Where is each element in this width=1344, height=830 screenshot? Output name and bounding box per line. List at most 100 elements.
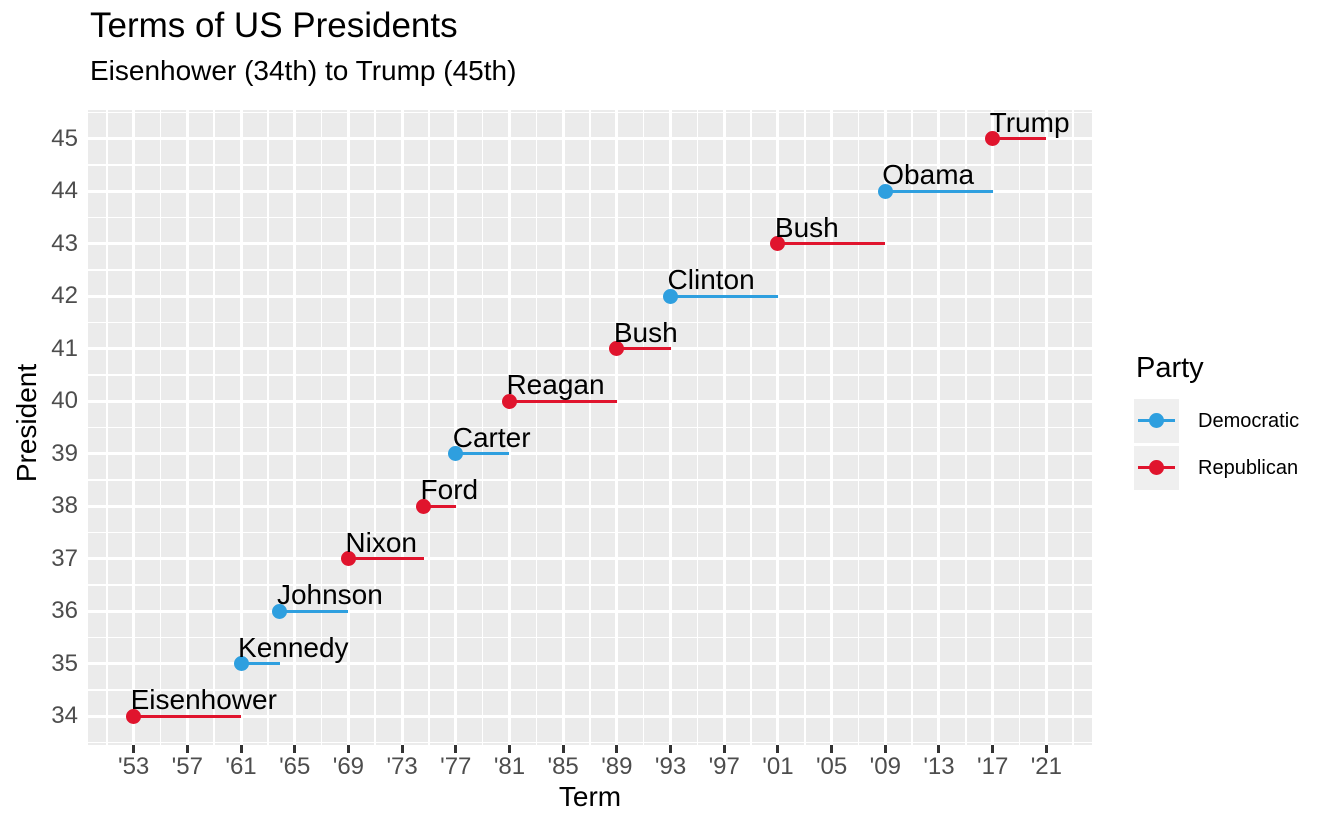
x-tick-label: '69 bbox=[332, 753, 365, 780]
term-segment bbox=[455, 452, 510, 456]
grid-minor-h bbox=[88, 479, 1092, 481]
x-axis-tick bbox=[454, 745, 458, 753]
grid-minor-h bbox=[88, 374, 1092, 376]
grid-minor-h bbox=[88, 531, 1092, 534]
x-axis-tick bbox=[185, 745, 189, 753]
y-axis-title: President bbox=[11, 363, 42, 483]
president-name-label: Eisenhower bbox=[130, 684, 277, 716]
term-start-dot bbox=[448, 446, 464, 462]
x-axis-tick bbox=[991, 745, 995, 753]
grid-minor-h bbox=[88, 216, 1092, 219]
grid-minor-h bbox=[88, 164, 1092, 166]
x-axis-title: Term bbox=[558, 781, 622, 812]
y-tick-label: 39 bbox=[51, 439, 78, 467]
president-name-label: Clinton bbox=[667, 264, 755, 296]
grid-major-h bbox=[88, 452, 1092, 456]
x-tick-label: '77 bbox=[440, 753, 472, 780]
term-segment bbox=[777, 242, 886, 246]
grid-major-h bbox=[88, 714, 1092, 718]
x-axis-tick bbox=[400, 745, 404, 753]
x-axis-tick bbox=[507, 745, 511, 753]
term-segment bbox=[885, 189, 993, 193]
president-name-label: Kennedy bbox=[238, 631, 349, 663]
x-tick-label: '05 bbox=[815, 753, 848, 780]
president-name-label: Carter bbox=[452, 421, 531, 453]
grid-major-v bbox=[776, 110, 780, 745]
y-tick-label: 43 bbox=[51, 229, 78, 257]
grid-major-h bbox=[88, 347, 1092, 351]
term-start-dot bbox=[233, 656, 249, 672]
term-start-dot bbox=[985, 131, 1001, 147]
president-name-label: Bush bbox=[613, 316, 678, 348]
y-tick-label: 44 bbox=[51, 177, 78, 205]
grid-major-v bbox=[185, 110, 189, 745]
grid-major-h bbox=[88, 662, 1092, 666]
grid-major-v bbox=[346, 110, 350, 745]
term-segment bbox=[348, 557, 424, 561]
term-segment bbox=[616, 347, 671, 351]
grid-minor-h bbox=[88, 636, 1092, 639]
grid-major-v bbox=[454, 110, 458, 745]
grid-minor-h bbox=[88, 269, 1092, 271]
grid-minor-h bbox=[88, 584, 1092, 586]
x-tick-label: '89 bbox=[601, 753, 633, 780]
y-tick-label: 37 bbox=[51, 544, 78, 572]
grid-major-h bbox=[88, 137, 1092, 141]
term-segment bbox=[241, 662, 280, 666]
grid-major-v bbox=[507, 110, 511, 745]
grid-minor-h bbox=[88, 689, 1092, 691]
x-tick-label: '97 bbox=[708, 753, 740, 780]
term-start-dot bbox=[770, 236, 786, 252]
grid-major-v bbox=[615, 110, 619, 745]
x-axis-tick bbox=[615, 745, 619, 753]
grid-major-v bbox=[1044, 110, 1048, 745]
grid-major-v bbox=[239, 110, 243, 745]
y-tick-label: 34 bbox=[51, 702, 78, 730]
legend-title: Party bbox=[1136, 352, 1204, 384]
x-tick-label: '13 bbox=[923, 753, 955, 780]
legend-label-republican: Republican bbox=[1198, 457, 1299, 479]
grid-major-v bbox=[400, 110, 404, 745]
grid-major-h bbox=[88, 504, 1092, 508]
grid-minor-h bbox=[88, 111, 1092, 114]
term-start-dot bbox=[663, 288, 679, 304]
legend-label-democratic: Democratic bbox=[1198, 410, 1300, 432]
x-axis-tick bbox=[293, 745, 297, 753]
x-tick-label: '21 bbox=[1030, 753, 1062, 780]
grid-major-v bbox=[669, 110, 673, 745]
legend-key-democratic bbox=[1134, 399, 1179, 443]
x-axis-tick bbox=[669, 745, 673, 753]
x-tick-label: '81 bbox=[493, 753, 526, 780]
term-start-dot bbox=[501, 393, 517, 409]
grid-major-v bbox=[883, 110, 887, 745]
x-axis-tick bbox=[937, 745, 941, 753]
grid-major-v bbox=[722, 110, 726, 745]
plot-panel: Eisenhower Kennedy Johnson Nixon Ford Carter R… bbox=[88, 110, 1092, 745]
term-segment bbox=[279, 609, 349, 613]
term-segment bbox=[509, 399, 617, 403]
x-axis-tick bbox=[132, 745, 136, 753]
grid-minor-h bbox=[88, 321, 1092, 324]
president-name-label: Trump bbox=[989, 110, 1070, 138]
y-tick-label: 41 bbox=[51, 334, 78, 362]
x-axis-tick bbox=[722, 745, 726, 753]
x-axis-tick bbox=[1044, 745, 1048, 753]
x-tick-label: '57 bbox=[171, 753, 203, 780]
grid-major-v bbox=[293, 110, 297, 745]
grid-major-v bbox=[937, 110, 941, 745]
x-tick-label: '61 bbox=[225, 753, 257, 780]
term-start-dot bbox=[126, 708, 142, 724]
y-tick-label: 35 bbox=[51, 649, 78, 677]
grid-major-h bbox=[88, 557, 1092, 561]
president-name-label: Ford bbox=[420, 474, 479, 506]
x-axis-tick bbox=[561, 745, 565, 753]
legend-dot-glyph bbox=[1149, 460, 1164, 475]
y-tick-label: 40 bbox=[51, 387, 78, 415]
y-tick-label: 38 bbox=[51, 492, 78, 520]
x-tick-label: '85 bbox=[547, 753, 579, 780]
term-segment bbox=[992, 137, 1047, 141]
grid-major-v bbox=[561, 110, 565, 745]
x-tick-label: '09 bbox=[869, 753, 901, 780]
grid-major-v bbox=[830, 110, 834, 745]
